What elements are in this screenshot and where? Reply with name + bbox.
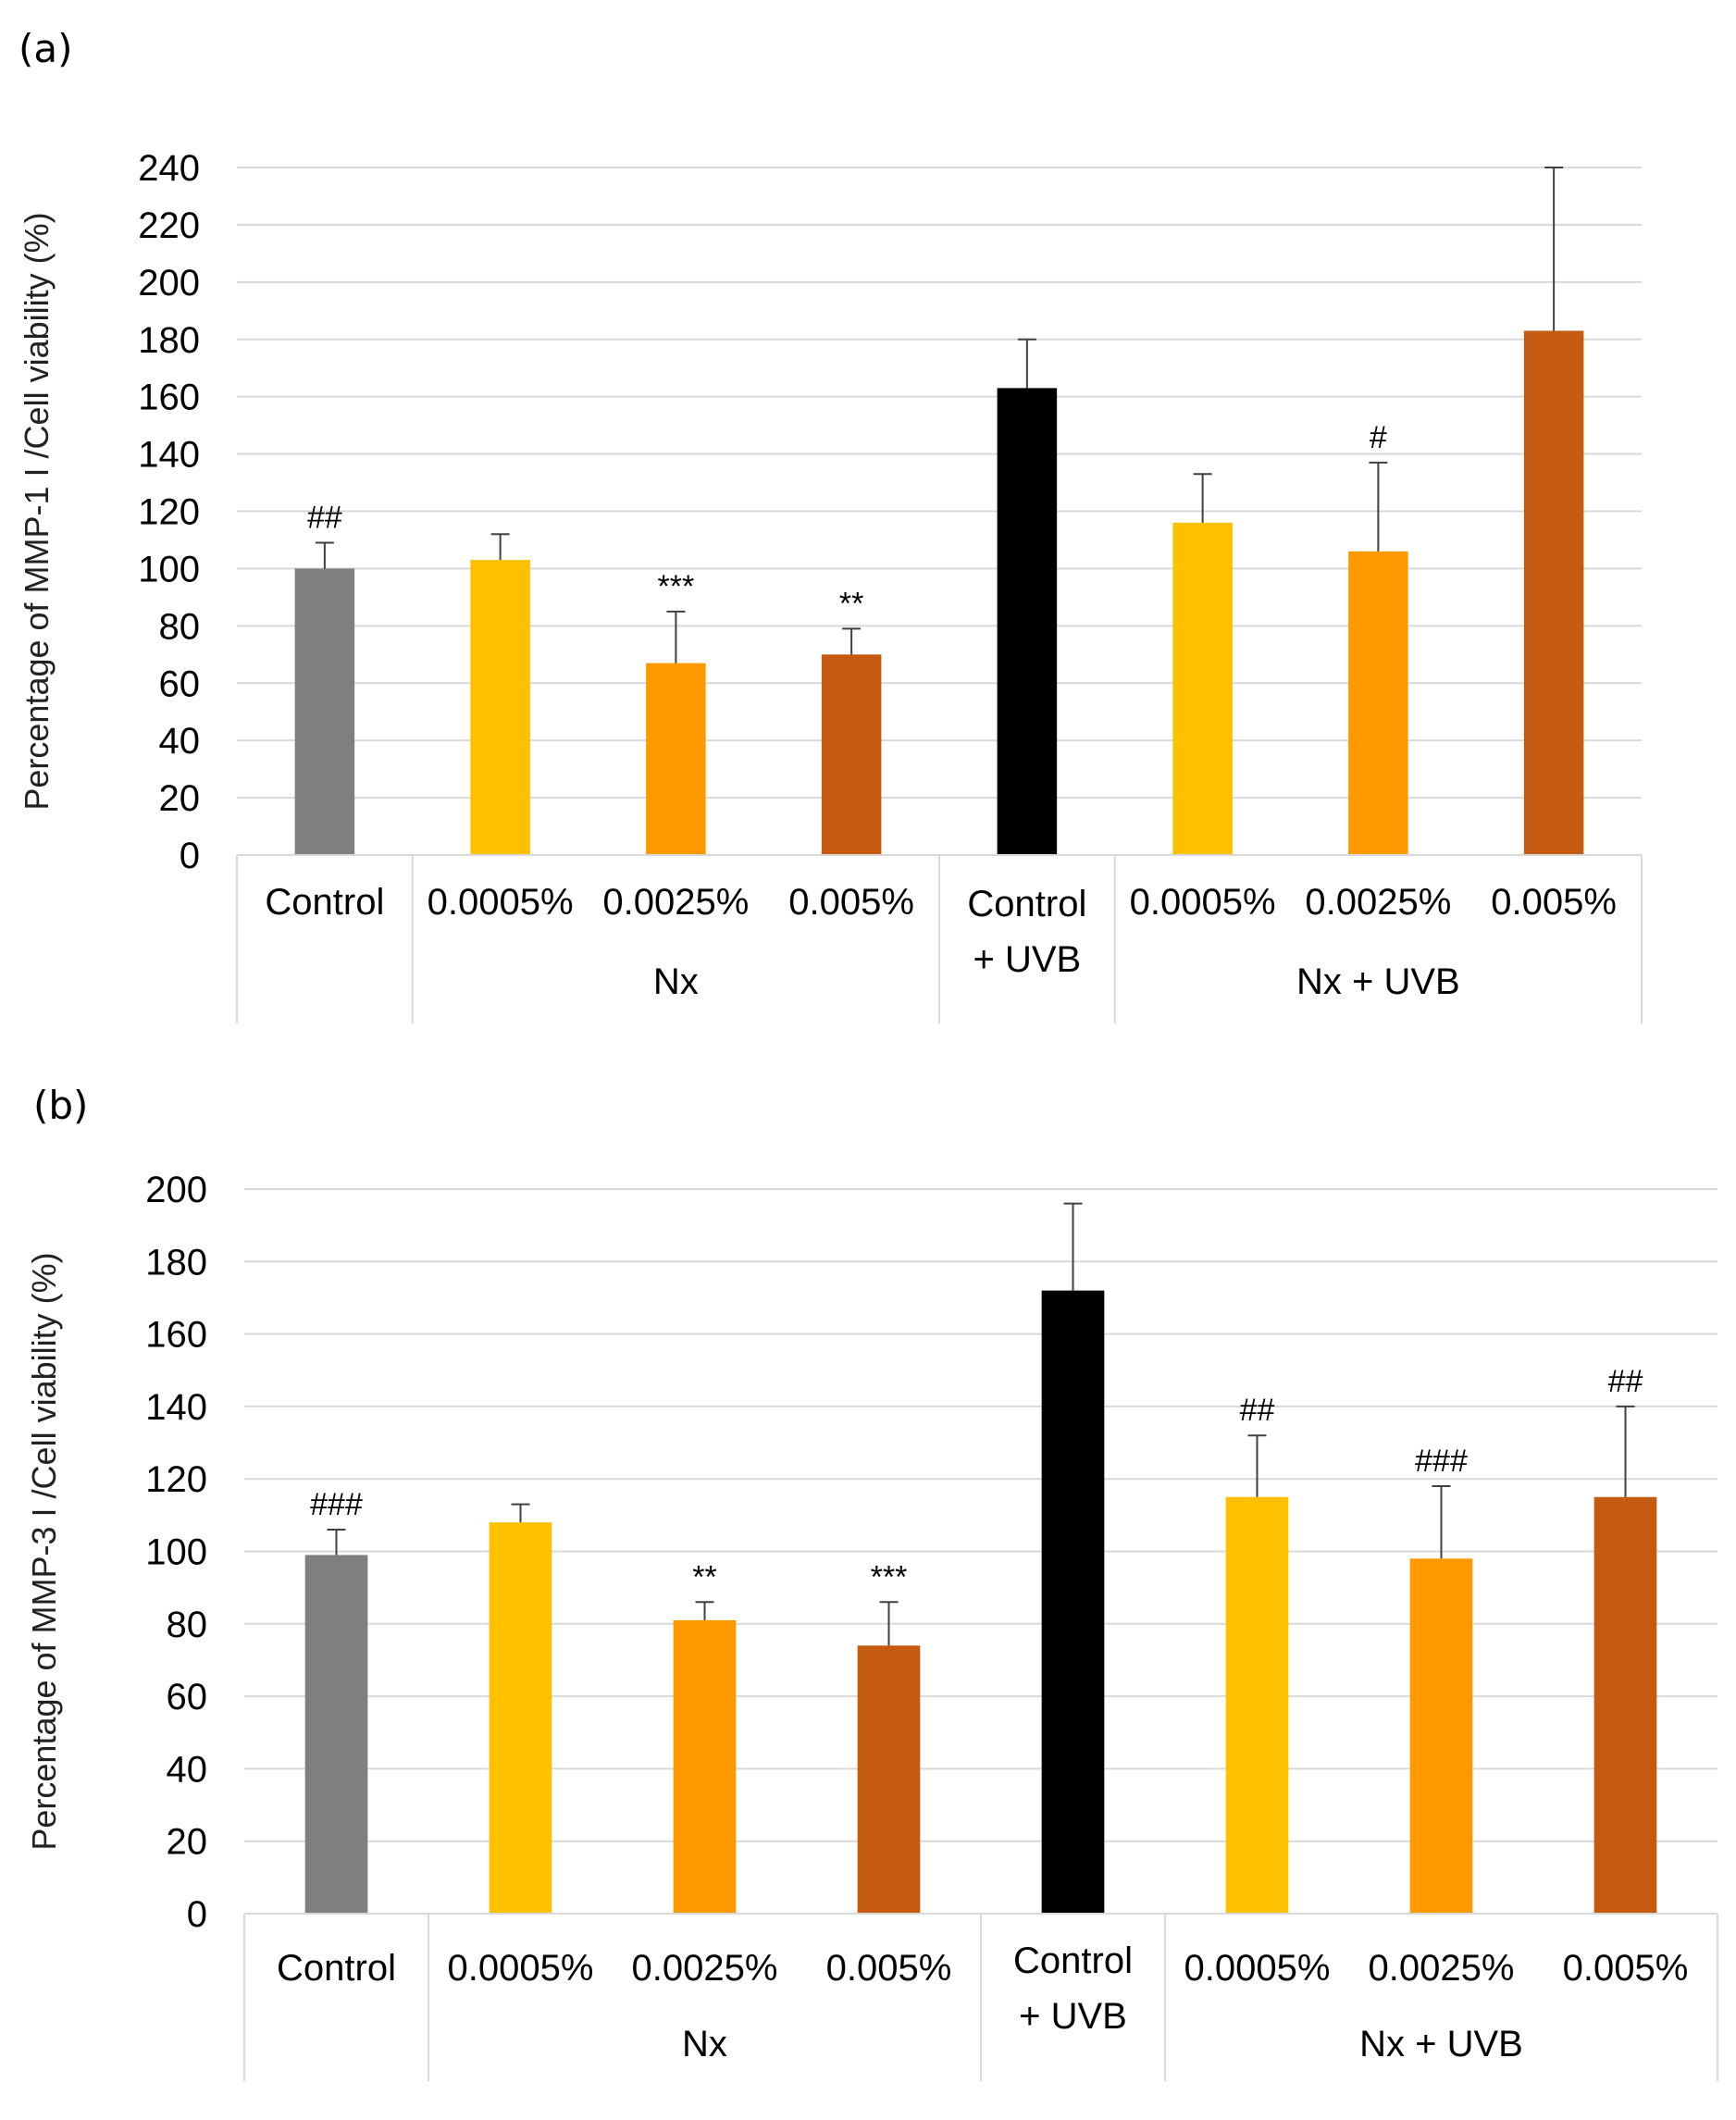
a-category-label-4-cont: + UVB bbox=[973, 939, 1082, 980]
y-tick-label: 80 bbox=[159, 606, 201, 647]
y-tick-label: 40 bbox=[167, 1749, 208, 1790]
b-bar-5 bbox=[1225, 1496, 1289, 1914]
y-tick-label: 100 bbox=[145, 1532, 207, 1573]
b-significance-7: ## bbox=[1608, 1364, 1643, 1399]
b-category-label-0: Control bbox=[277, 1948, 396, 1989]
y-tick-label: 240 bbox=[138, 148, 200, 189]
a-group-label-1: Nx bbox=[653, 961, 699, 1002]
y-tick-label: 40 bbox=[159, 721, 201, 762]
panel-a-label: (a) bbox=[19, 26, 73, 71]
chart-mmp3: 0 20 40 60 80 100 120 140 160 180 200 Percentage of… bbox=[25, 1170, 1718, 2081]
a-category-label-6: 0.0025% bbox=[1305, 882, 1451, 923]
y-tick-label: 180 bbox=[145, 1242, 207, 1283]
a-significance-2: *** bbox=[658, 569, 695, 604]
chart-mmp1: 0 20 40 60 80 100 120 140 160 180 200 220 240 Percent… bbox=[18, 148, 1643, 1023]
y-tick-label: 120 bbox=[145, 1459, 207, 1500]
a-bar-4 bbox=[997, 388, 1058, 855]
a-significance-6: # bbox=[1370, 420, 1387, 455]
a-significance-3: ** bbox=[839, 586, 863, 621]
b-group-label-1: Nx bbox=[682, 2024, 727, 2064]
y-tick-label: 220 bbox=[138, 205, 200, 246]
panel-b-label: (b) bbox=[33, 1083, 89, 1128]
b-category-label-1: 0.0005% bbox=[448, 1948, 594, 1989]
y-axis-label: Percentage of MMP-1 I /Cell viability (%… bbox=[18, 212, 56, 810]
b-category-label-5: 0.0005% bbox=[1184, 1948, 1331, 1989]
a-bar-0 bbox=[294, 568, 355, 855]
a-bar-5 bbox=[1172, 522, 1233, 855]
b-category-label-2: 0.0025% bbox=[632, 1948, 778, 1989]
y-tick-label: 160 bbox=[145, 1315, 207, 1356]
b-significance-2: ** bbox=[692, 1559, 716, 1594]
a-category-label-7: 0.005% bbox=[1491, 882, 1617, 923]
b-bar-6 bbox=[1409, 1558, 1473, 1914]
a-significance-0: ## bbox=[307, 501, 342, 536]
a-bar-3 bbox=[821, 654, 882, 855]
y-tick-label: 0 bbox=[187, 1894, 207, 1935]
a-category-label-0: Control bbox=[265, 882, 384, 923]
b-bar-4 bbox=[1041, 1290, 1105, 1914]
a-category-label-4: Control bbox=[967, 884, 1086, 924]
y-axis-label: Percentage of MMP-3 I /Cell viability (%… bbox=[25, 1252, 63, 1850]
a-category-label-1: 0.0005% bbox=[428, 882, 574, 923]
y-tick-label: 140 bbox=[138, 435, 200, 476]
b-category-label-4-cont: + UVB bbox=[1019, 1996, 1127, 2037]
a-bar-1 bbox=[470, 560, 530, 855]
b-significance-6: ### bbox=[1415, 1444, 1468, 1479]
b-bar-1 bbox=[489, 1522, 552, 1914]
a-category-label-3: 0.005% bbox=[788, 882, 914, 923]
b-category-label-6: 0.0025% bbox=[1369, 1948, 1515, 1989]
y-tick-label: 200 bbox=[145, 1170, 207, 1210]
b-group-label-3: Nx + UVB bbox=[1359, 2024, 1523, 2064]
y-tick-label: 100 bbox=[138, 549, 200, 589]
a-group-label-3: Nx + UVB bbox=[1296, 961, 1460, 1002]
a-category-label-5: 0.0005% bbox=[1130, 882, 1276, 923]
a-category-label-2: 0.0025% bbox=[602, 882, 749, 923]
y-tick-label: 200 bbox=[138, 263, 200, 304]
y-tick-label: 20 bbox=[167, 1822, 208, 1863]
b-bar-7 bbox=[1593, 1496, 1657, 1914]
y-tick-label: 0 bbox=[180, 836, 200, 876]
b-category-label-3: 0.005% bbox=[826, 1948, 952, 1989]
y-tick-label: 60 bbox=[159, 663, 201, 704]
b-bar-0 bbox=[304, 1555, 368, 1914]
b-significance-0: ### bbox=[310, 1487, 363, 1522]
b-significance-5: ## bbox=[1240, 1393, 1275, 1428]
y-tick-label: 20 bbox=[159, 778, 201, 819]
y-tick-label: 160 bbox=[138, 378, 200, 418]
b-category-label-7: 0.005% bbox=[1563, 1948, 1689, 1989]
b-bar-3 bbox=[857, 1645, 921, 1914]
y-tick-label: 140 bbox=[145, 1387, 207, 1428]
y-tick-label: 180 bbox=[138, 320, 200, 361]
b-bar-2 bbox=[673, 1619, 737, 1914]
y-tick-label: 60 bbox=[167, 1677, 208, 1717]
a-bar-2 bbox=[646, 663, 706, 855]
a-bar-7 bbox=[1523, 330, 1584, 855]
a-bar-6 bbox=[1348, 551, 1408, 855]
y-tick-label: 80 bbox=[167, 1605, 208, 1645]
b-category-label-4: Control bbox=[1013, 1940, 1133, 1981]
y-tick-label: 120 bbox=[138, 492, 200, 533]
b-significance-3: *** bbox=[871, 1559, 908, 1594]
